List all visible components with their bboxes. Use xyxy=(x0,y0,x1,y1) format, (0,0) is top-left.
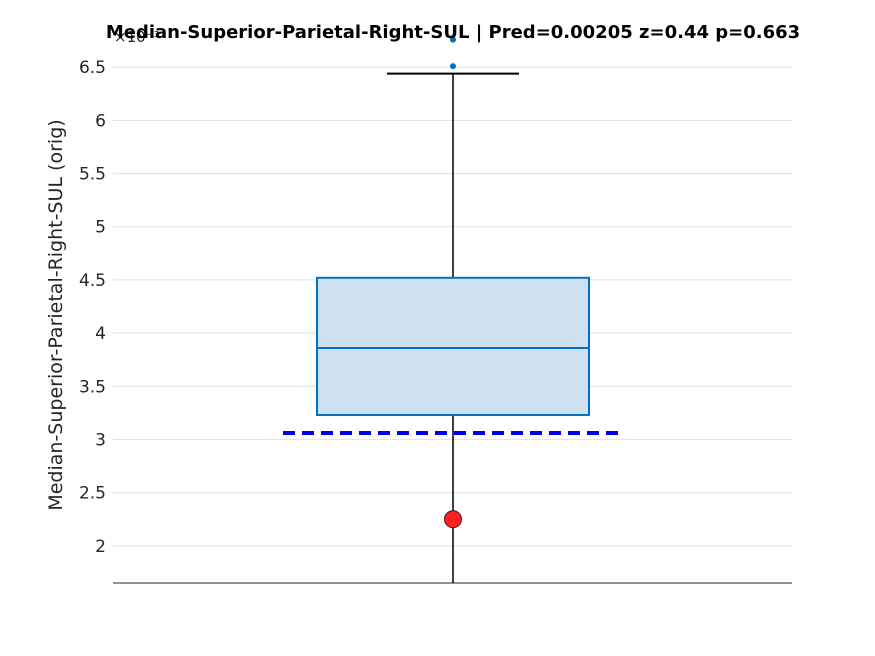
outlier-point xyxy=(450,36,456,43)
y-axis-label: Median-Superior-Parietal-Right-SUL (orig… xyxy=(45,119,67,510)
outlier-point xyxy=(450,63,456,70)
y-tick-label: 4 xyxy=(95,324,106,344)
y-tick-label: 2.5 xyxy=(79,484,106,504)
y-exponent-label: ×10⁻³ xyxy=(114,28,160,46)
prediction-point xyxy=(444,510,462,529)
y-tick-label: 4.5 xyxy=(79,271,106,291)
y-tick-label: 5.5 xyxy=(79,165,106,185)
iqr-box xyxy=(316,276,590,416)
y-tick-label: 2 xyxy=(95,537,106,557)
chart-title: Median-Superior-Parietal-Right-SUL | Pre… xyxy=(106,22,800,43)
y-tick-labels: 2 2.5 3 3.5 4 4.5 5 5.5 6 6.5 xyxy=(79,58,106,557)
y-tick-label: 3.5 xyxy=(79,377,106,397)
y-tick-label: 5 xyxy=(95,218,106,238)
y-tick-label: 3 xyxy=(95,430,106,450)
y-tick-label: 6 xyxy=(95,111,106,131)
y-tick-label: 6.5 xyxy=(79,58,106,78)
box-plot xyxy=(283,36,623,583)
